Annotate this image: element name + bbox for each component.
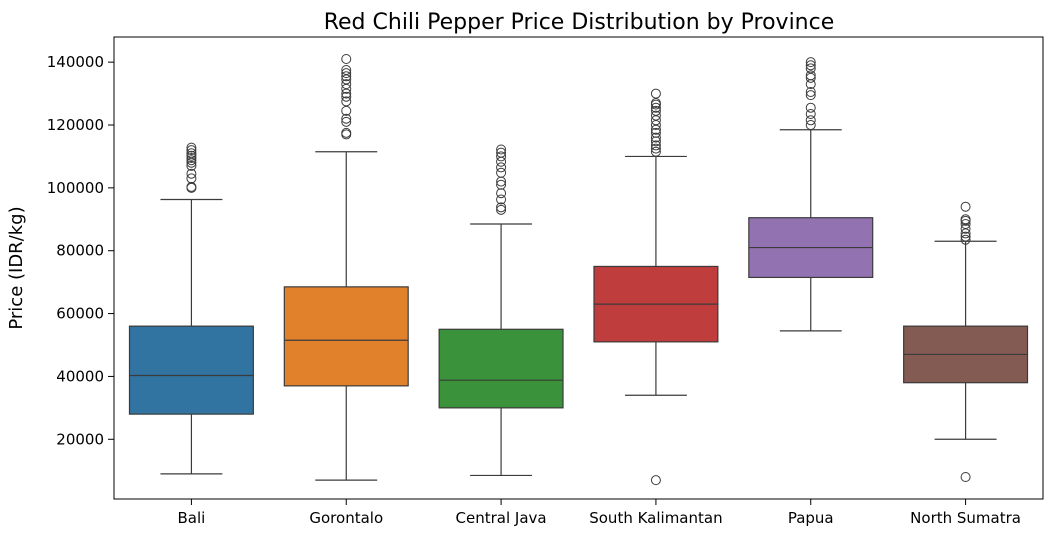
- y-tick-label: 80000: [56, 242, 104, 260]
- outlier-point: [496, 151, 507, 162]
- outlier-point: [960, 234, 971, 245]
- outlier-point: [805, 90, 816, 101]
- outlier-point: [960, 231, 971, 242]
- x-tick-label: North Sumatra: [910, 509, 1021, 527]
- x-tick-label: South Kalimantan: [589, 509, 722, 527]
- outlier-point: [341, 91, 352, 102]
- outlier-point: [650, 136, 661, 147]
- outlier-point: [341, 116, 352, 127]
- outlier-point: [650, 105, 661, 116]
- outlier-point: [186, 150, 197, 161]
- outlier-point: [341, 54, 352, 64]
- outlier-point: [341, 113, 352, 124]
- outlier-point: [341, 96, 352, 107]
- outlier-point: [496, 188, 507, 199]
- outlier-point: [186, 181, 197, 192]
- outlier-point: [341, 65, 352, 75]
- y-tick-label: 40000: [56, 367, 104, 385]
- outlier-point: [805, 115, 816, 126]
- box-papua: [748, 57, 874, 332]
- y-tick-label: 140000: [47, 53, 104, 71]
- outlier-point: [805, 87, 816, 97]
- outlier-point: [186, 173, 197, 184]
- outlier-point: [960, 472, 971, 482]
- box-gorontalo: [283, 54, 409, 481]
- outlier-point: [650, 132, 661, 143]
- outlier-point: [650, 475, 661, 486]
- x-tick-label: Bali: [178, 509, 206, 527]
- outlier-point: [805, 70, 816, 81]
- outlier-point: [341, 79, 352, 90]
- y-tick-label: 120000: [47, 116, 104, 134]
- outlier-point: [186, 153, 197, 163]
- outlier-point: [650, 143, 661, 154]
- outlier-point: [496, 194, 507, 205]
- outlier-point: [186, 168, 197, 179]
- outlier-point: [186, 148, 197, 159]
- outlier-point: [496, 162, 507, 173]
- box-iqr: [128, 325, 254, 415]
- box-south-kalimantan: [593, 88, 719, 486]
- outlier-point: [805, 63, 816, 74]
- outlier-point: [650, 102, 661, 113]
- y-axis-label: Price (IDR/kg): [6, 206, 27, 329]
- chart-title: Red Chili Pepper Price Distribution by P…: [324, 10, 835, 35]
- box-iqr: [438, 328, 564, 409]
- box-iqr: [283, 286, 409, 387]
- x-tick-label: Papua: [788, 509, 834, 527]
- outlier-point: [186, 145, 197, 156]
- y-tick-label: 60000: [56, 305, 104, 323]
- outlier-point: [805, 57, 816, 68]
- outlier-point: [650, 88, 661, 99]
- outlier-point: [805, 102, 816, 113]
- y-tick-label: 100000: [47, 179, 104, 197]
- outlier-point: [496, 156, 507, 167]
- outlier-point: [496, 202, 507, 213]
- outlier-point: [496, 144, 507, 155]
- outlier-point: [960, 219, 971, 229]
- box-central-java: [438, 144, 564, 477]
- outlier-point: [496, 204, 507, 215]
- outlier-point: [496, 147, 507, 158]
- box-bali: [128, 142, 254, 475]
- x-tick-label: Central Java: [456, 509, 547, 527]
- box-series: [128, 54, 1029, 486]
- plot-frame: [113, 36, 1044, 500]
- y-tick-label: 20000: [56, 430, 104, 448]
- outlier-point: [805, 60, 816, 71]
- outlier-point: [496, 167, 507, 178]
- box-north-sumatra: [903, 201, 1029, 482]
- y-axis-ticks: 20000 40000 60000 80000 100000 120000 140000: [47, 53, 114, 448]
- outlier-point: [805, 109, 816, 119]
- x-axis-ticks: Bali Gorontalo Central Java South Kalimanta…: [178, 499, 1021, 527]
- outlier-point: [805, 120, 816, 130]
- outlier-point: [496, 179, 507, 190]
- outlier-point: [341, 71, 352, 82]
- outlier-point: [186, 155, 197, 166]
- outlier-point: [650, 146, 661, 157]
- outlier-point: [341, 68, 352, 79]
- outlier-point: [650, 110, 661, 121]
- outlier-point: [186, 160, 197, 171]
- outlier-point: [186, 142, 197, 153]
- outlier-point: [650, 140, 661, 151]
- outlier-point: [650, 127, 661, 138]
- outlier-point: [341, 127, 352, 138]
- outlier-point: [960, 214, 971, 225]
- outlier-point: [960, 201, 971, 212]
- x-tick-label: Gorontalo: [309, 509, 383, 527]
